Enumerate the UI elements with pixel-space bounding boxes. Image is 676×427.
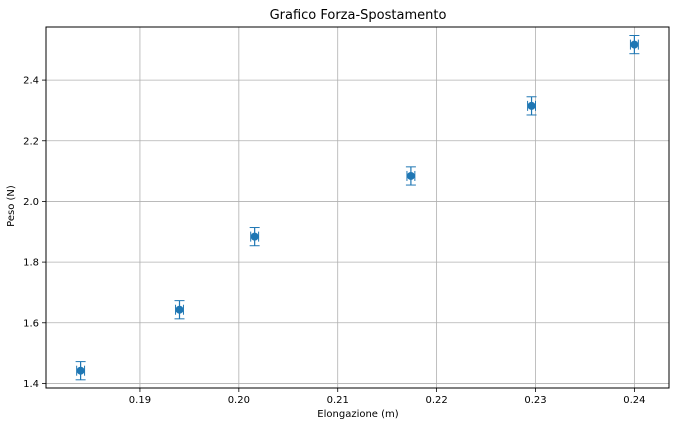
x-axis-ticks: 0.19 0.20 0.21 0.22 0.23 0.24 [129, 388, 646, 406]
data-point [405, 166, 416, 186]
chart-title: Grafico Forza-Spostamento [270, 8, 447, 23]
x-tick-label: 0.19 [129, 395, 151, 406]
data-marker [406, 171, 415, 180]
x-tick-label: 0.23 [524, 395, 546, 406]
y-axis-label: Peso (N) [6, 185, 17, 227]
data-marker [175, 305, 184, 314]
y-tick-label: 2.0 [23, 197, 39, 208]
x-tick-label: 0.21 [327, 395, 349, 406]
data-point [174, 300, 185, 320]
data-marker [527, 101, 536, 110]
data-point [526, 96, 537, 116]
data-marker [250, 232, 259, 241]
plot-frame [45, 26, 670, 389]
y-tick-label: 2.4 [23, 76, 39, 87]
data-point [75, 361, 86, 381]
x-axis-label: Elongazione (m) [317, 409, 398, 420]
y-axis-ticks: 1.4 1.6 1.8 2.0 2.2 2.4 [23, 76, 46, 390]
x-tick-label: 0.22 [425, 395, 447, 406]
y-tick-label: 1.4 [23, 379, 39, 390]
data-marker [76, 366, 85, 375]
x-tick-label: 0.24 [623, 395, 645, 406]
grid-lines [46, 27, 669, 388]
data-points [75, 34, 640, 381]
y-tick-label: 2.2 [23, 136, 39, 147]
data-point [249, 227, 260, 247]
y-tick-label: 1.8 [23, 258, 39, 269]
data-marker [630, 40, 639, 49]
x-tick-label: 0.20 [228, 395, 250, 406]
y-tick-label: 1.6 [23, 318, 39, 329]
data-point [629, 34, 640, 55]
